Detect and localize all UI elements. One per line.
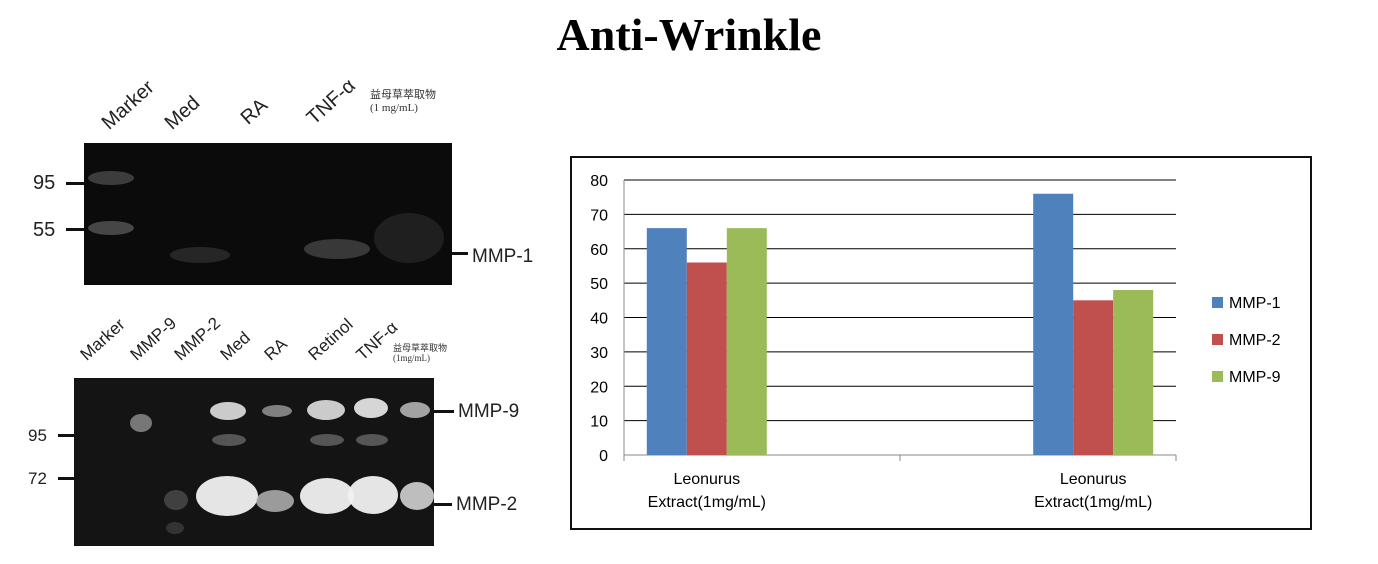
y-tick-label: 50 [590, 276, 608, 293]
y-tick-label: 10 [590, 414, 608, 431]
med-band [170, 247, 230, 263]
extract-mmp2-band [400, 482, 434, 510]
bottom-extract-label-line1: 益母草萃取物 [393, 343, 448, 353]
tnf-mmp9-band [354, 398, 388, 418]
x-category-label: Leonurus Extract(1mg/mL) [1034, 471, 1152, 511]
mmp9-tick [434, 410, 454, 413]
y-tick-label: 80 [590, 173, 608, 190]
top-extract-label-line2: (1 mg/mL) [370, 102, 418, 114]
bottom-lane-label-marker: Marker [76, 314, 129, 365]
bar-mmp-9-1 [1113, 290, 1154, 455]
bar-mmp-1-1 [1033, 193, 1074, 455]
mmp9-std-band [130, 414, 152, 432]
ra-mmp2-band [256, 490, 294, 512]
retinol-mmp9-band [307, 400, 345, 420]
legend-label-mmp-9: MMP-9 [1229, 369, 1281, 386]
y-tick-label: 0 [599, 448, 608, 465]
top-mw-95: 95 [33, 172, 56, 194]
mmp9-band-label: MMP-9 [458, 401, 520, 422]
med-mmp9-band [210, 402, 246, 420]
bar-mmp-2-0 [686, 262, 727, 455]
extract-mmp9-band [400, 402, 430, 418]
top-lane-label-med: Med [160, 91, 205, 135]
y-tick-label: 30 [590, 345, 608, 362]
bottom-extract-label-line2: (1mg/mL) [393, 353, 430, 363]
med-mmp2-band [196, 476, 258, 516]
top-mw-95-tick [66, 182, 84, 185]
top-blot-image [84, 143, 452, 285]
extract-smear [374, 213, 444, 263]
top-mw-55: 55 [33, 219, 56, 241]
top-extract-label-line1: 益母草萃取物 [370, 89, 436, 101]
legend-swatch-mmp-1 [1212, 297, 1223, 308]
mmp2-tick [434, 503, 452, 506]
med-mid-band [212, 434, 246, 446]
legend-swatch-mmp-9 [1212, 371, 1223, 382]
mmp2-band-label: MMP-2 [456, 494, 518, 515]
tnf-mid-band [356, 434, 388, 446]
y-tick-label: 40 [590, 311, 608, 328]
top-mw-55-tick [66, 228, 84, 231]
x-category-label: Leonurus Extract(1mg/mL) [648, 471, 766, 511]
legend-label-mmp-2: MMP-2 [1229, 332, 1281, 349]
mmp1-tick [452, 252, 468, 255]
bottom-mw-72: 72 [28, 469, 47, 488]
mmp1-band-label: MMP-1 [472, 246, 534, 267]
mmp2-std-lower-band [166, 522, 184, 534]
bottom-lane-label-mmp9: MMP-9 [126, 313, 181, 365]
bottom-blot-image [74, 378, 434, 546]
marker-band-55 [88, 221, 134, 235]
y-tick-label: 60 [590, 242, 608, 259]
retinol-mid-band [310, 434, 344, 446]
bottom-lane-label-retinol: Retinol [304, 314, 357, 365]
bottom-lane-label-mmp2: MMP-2 [170, 313, 225, 365]
tnf-mmp2-band [348, 476, 398, 514]
marker-band-95 [88, 171, 134, 185]
y-tick-label: 20 [590, 379, 608, 396]
top-lane-label-ra: RA [236, 94, 272, 130]
bottom-mw-95-tick [58, 434, 74, 437]
bottom-mw-95: 95 [28, 426, 47, 445]
bar-mmp-2-1 [1073, 300, 1114, 455]
bar-mmp-1-0 [646, 228, 687, 455]
chart-svg: 0 10 20 30 40 50 60 70 80 Leonurus Extract(1mg/mL)… [590, 173, 1281, 511]
bottom-lane-label-med: Med [216, 328, 254, 365]
retinol-mmp2-band [300, 478, 354, 514]
bottom-mw-72-tick [58, 477, 74, 480]
mmp2-std-band [164, 490, 188, 510]
bottom-lane-label-ra: RA [260, 334, 291, 365]
legend-swatch-mmp-2 [1212, 334, 1223, 345]
ra-mmp9-band [262, 405, 292, 417]
tnf-band [304, 239, 370, 259]
bar-chart: 0 10 20 30 40 50 60 70 80 Leonurus Extract(1mg/mL)… [570, 156, 1312, 530]
top-lane-label-tnf: TNF-α [302, 74, 360, 130]
top-lane-label-marker: Marker [97, 76, 159, 135]
page-title: Anti-Wrinkle [556, 9, 822, 60]
bar-mmp-9-0 [726, 228, 767, 455]
y-tick-label: 70 [590, 207, 608, 224]
legend-label-mmp-1: MMP-1 [1229, 295, 1281, 312]
